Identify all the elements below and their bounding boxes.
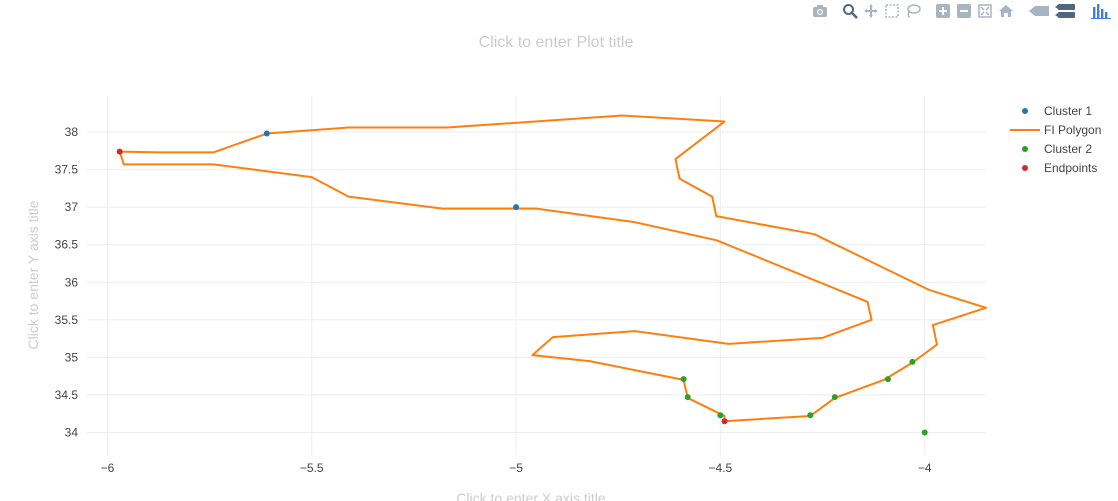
camera-button[interactable] — [811, 2, 829, 20]
modebar — [805, 2, 1114, 20]
autoscale-button[interactable] — [976, 2, 994, 20]
camera-icon — [812, 3, 828, 19]
plot-title[interactable]: Click to enter Plot title — [479, 34, 634, 51]
legend-swatch-endpoints — [1022, 165, 1028, 171]
endpoints-point[interactable] — [721, 418, 728, 425]
cluster-2-point[interactable] — [684, 394, 691, 401]
y-tick-label: 37.5 — [55, 163, 79, 177]
y-tick-label: 35 — [65, 350, 79, 364]
modebar-group — [841, 2, 922, 20]
endpoints-point[interactable] — [116, 148, 123, 155]
legend-item-cluster-1[interactable]: Cluster 1 — [1044, 104, 1092, 118]
box-select-icon — [884, 3, 900, 19]
y-tick-label: 38 — [65, 125, 79, 139]
zoom-in-icon — [935, 3, 951, 19]
lasso-select-icon — [905, 3, 921, 19]
x-tick-label: −4 — [918, 461, 932, 475]
home-button[interactable] — [997, 2, 1015, 20]
fi-polygon-line — [118, 114, 987, 423]
modebar-group — [1090, 2, 1114, 20]
x-tick-label: −5.5 — [300, 461, 324, 475]
zoom-out-button[interactable] — [955, 2, 973, 20]
modebar-group — [811, 2, 829, 20]
autoscale-icon — [977, 3, 993, 19]
hover-closest-button[interactable] — [1027, 2, 1051, 20]
zoom-button[interactable] — [841, 2, 859, 20]
x-tick-label: −6 — [101, 461, 115, 475]
cluster-2-point[interactable] — [680, 376, 687, 383]
pan-button[interactable] — [862, 2, 880, 20]
zoom-out-icon — [956, 3, 972, 19]
y-tick-label: 36 — [65, 275, 79, 289]
y-tick-label: 36.5 — [55, 238, 79, 252]
box-select-button[interactable] — [883, 2, 901, 20]
legend-item-fi-polygon[interactable]: FI Polygon — [1044, 123, 1101, 137]
y-tick-label: 34 — [65, 425, 79, 439]
cluster-2-point[interactable] — [884, 376, 891, 383]
cluster-2-point[interactable] — [909, 358, 916, 365]
zoom-icon — [842, 3, 858, 19]
hover-compare-icon — [1055, 3, 1077, 19]
plotly-logo-icon — [1091, 3, 1113, 19]
home-icon — [998, 3, 1014, 19]
legend-swatch-cluster-2 — [1022, 146, 1028, 152]
cluster-1-point[interactable] — [263, 130, 270, 137]
modebar-group — [934, 2, 1015, 20]
modebar-group — [1027, 2, 1078, 20]
cluster-1-point[interactable] — [513, 204, 520, 211]
y-tick-label: 35.5 — [55, 313, 79, 327]
cluster-2-point[interactable] — [831, 394, 838, 401]
y-axis-title[interactable]: Click to enter Y axis title — [25, 200, 41, 349]
legend-item-cluster-2[interactable]: Cluster 2 — [1044, 142, 1092, 156]
zoom-in-button[interactable] — [934, 2, 952, 20]
hover-compare-button[interactable] — [1054, 2, 1078, 20]
x-tick-label: −4.5 — [709, 461, 733, 475]
cluster-2-point[interactable] — [807, 412, 814, 419]
legend-swatch-cluster-1 — [1022, 108, 1028, 114]
y-tick-label: 34.5 — [55, 388, 79, 402]
plotly-logo-button[interactable] — [1090, 2, 1114, 20]
y-tick-label: 37 — [65, 200, 79, 214]
lasso-select-button[interactable] — [904, 2, 922, 20]
legend-item-endpoints[interactable]: Endpoints — [1044, 161, 1097, 175]
x-axis-title[interactable]: Click to enter X axis title — [456, 490, 606, 501]
pan-icon — [863, 3, 879, 19]
cluster-2-point[interactable] — [921, 429, 928, 436]
hover-closest-icon — [1028, 3, 1050, 19]
cluster-2-point[interactable] — [717, 412, 724, 419]
x-tick-label: −5 — [509, 461, 523, 475]
